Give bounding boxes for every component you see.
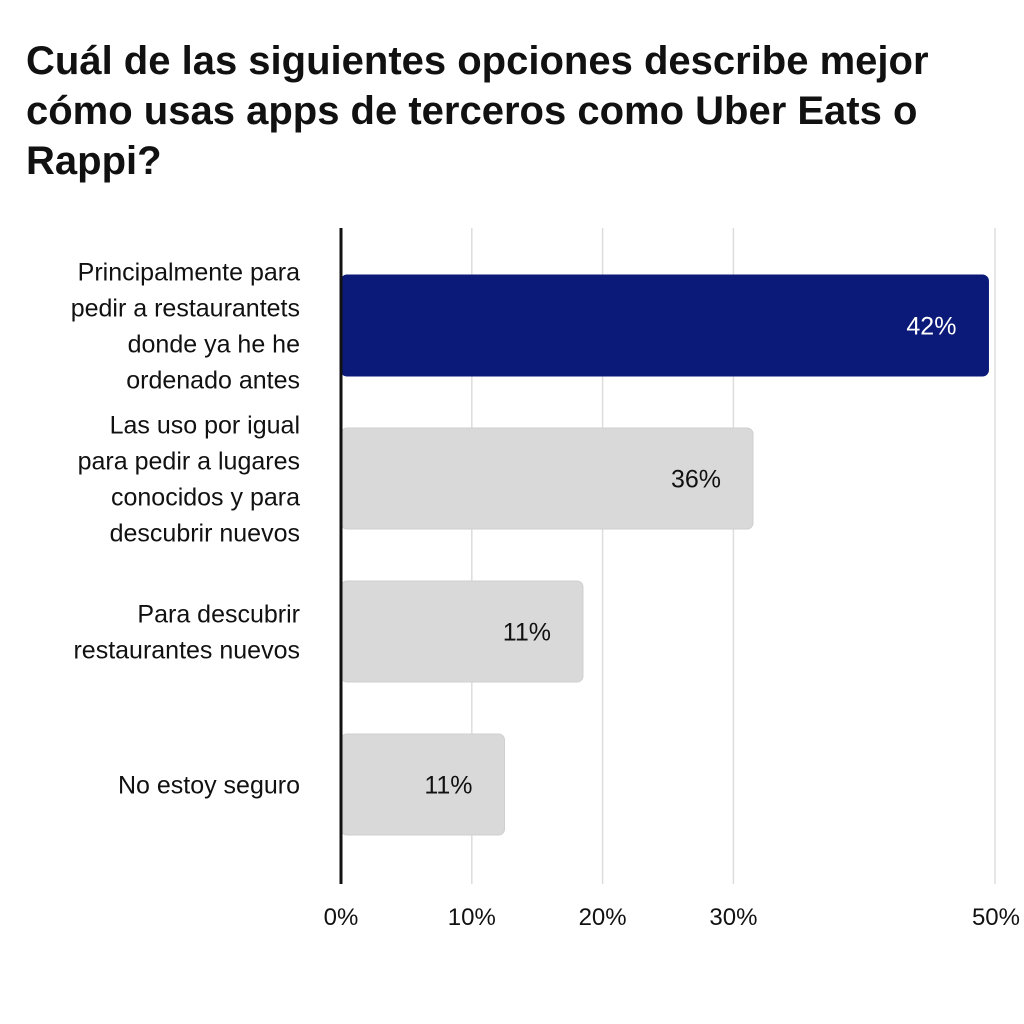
category-label: Para descubrir restaurantes nuevos bbox=[73, 601, 300, 665]
category-label-line: restaurantes nuevos bbox=[73, 637, 300, 665]
bar bbox=[340, 274, 989, 377]
bar-data-label: 36% bbox=[671, 466, 721, 494]
category-label-line: descubrir nuevos bbox=[110, 520, 300, 548]
category-label-line: donde ya he he bbox=[128, 331, 300, 359]
category-label: No estoy seguro bbox=[118, 772, 300, 800]
category-label-line: Para descubrir bbox=[137, 601, 300, 629]
x-axis-tick-labels: 0% 10% 20% 30% 50% bbox=[324, 904, 1020, 931]
category-label-line: Principalmente para bbox=[78, 259, 300, 287]
chart-title: Cuál de las siguientes opciones describe… bbox=[26, 39, 929, 183]
x-tick-label: 50% bbox=[972, 904, 1020, 931]
category-label-line: Las uso por igual bbox=[110, 412, 300, 440]
category-label-line: pedir a restaurantets bbox=[71, 295, 300, 323]
bar-data-label: 11% bbox=[424, 772, 472, 800]
category-label-line: No estoy seguro bbox=[118, 772, 300, 800]
category-label-line: para pedir a lugares bbox=[78, 448, 300, 476]
category-label: Principalmente para pedir a restaurantets… bbox=[71, 259, 300, 395]
x-tick-label: 20% bbox=[579, 904, 627, 931]
category-labels: Principalmente para pedir a restaurantets… bbox=[71, 259, 300, 800]
category-label-line: conocidos y para bbox=[111, 484, 300, 512]
category-label: Las uso por igual para pedir a lugares con… bbox=[78, 412, 300, 548]
category-label-line: ordenado antes bbox=[126, 367, 300, 395]
bar-data-label: 42% bbox=[906, 313, 956, 341]
bar-data-label: 11% bbox=[503, 619, 551, 647]
x-tick-label: 0% bbox=[324, 904, 359, 931]
x-tick-label: 30% bbox=[709, 904, 757, 931]
x-tick-label: 10% bbox=[448, 904, 496, 931]
bar bbox=[340, 733, 505, 836]
bars: 42% 36% 11% 11% bbox=[340, 274, 989, 836]
